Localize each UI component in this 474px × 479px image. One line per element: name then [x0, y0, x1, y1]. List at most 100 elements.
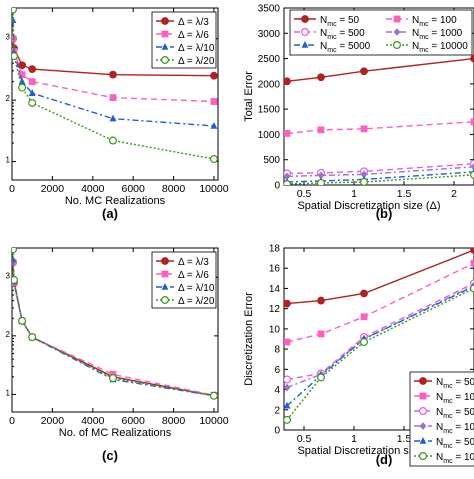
- series-6-point: [317, 373, 326, 382]
- y-tick-label: 1: [6, 156, 11, 165]
- series-1-point: [109, 70, 117, 79]
- y-tick-label: 18: [269, 244, 281, 255]
- y-tick-label: 14: [269, 284, 281, 295]
- series-4-point: [12, 52, 19, 61]
- series-4-point: [284, 383, 291, 392]
- series-line-3: [12, 20, 215, 127]
- y-tick-label: 2: [6, 330, 11, 339]
- series-1-point: [284, 77, 291, 86]
- y-tick-label: 3: [6, 33, 11, 42]
- series-4-point: [18, 316, 27, 325]
- series-4-point: [28, 98, 37, 107]
- x-tick-label: 0.5: [297, 188, 312, 200]
- series-2-point: [109, 94, 117, 102]
- series-3-point: [284, 375, 291, 384]
- x-tick-label: 4000: [81, 415, 105, 427]
- legend-entry: Δ = λ/3: [178, 257, 209, 268]
- x-axis-label: Spatial Discretization size (Δ): [297, 200, 440, 212]
- legend-marker: [161, 270, 169, 278]
- series-3-point: [18, 77, 26, 85]
- x-tick-label: 1.5: [397, 188, 412, 200]
- series-3-point: [109, 114, 117, 122]
- series-6-point: [360, 338, 369, 347]
- legend: Δ = λ/3 Δ = λ/6 Δ = λ/10 Δ = λ/20: [151, 251, 217, 309]
- series-4-point: [209, 391, 218, 400]
- y-tick-label: 0: [274, 181, 280, 192]
- series-4-point: [470, 162, 474, 171]
- legend-entry: Nmc = 50: [436, 377, 474, 390]
- y-tick-label: 2: [6, 94, 11, 103]
- series-2-point: [360, 313, 368, 321]
- x-tick-label: 0: [9, 415, 15, 427]
- x-tick-label: 6000: [121, 415, 145, 427]
- chart-panel-1: 0 2000 4000 6000 8000 10000 1 2 3 No. MC Realizat…: [6, 7, 229, 221]
- y-tick-label: 8: [274, 345, 280, 356]
- legend-marker: [393, 15, 401, 23]
- series-line-2: [286, 121, 474, 135]
- series-4-point: [284, 172, 291, 181]
- x-tick-label: 2000: [41, 415, 65, 427]
- y-tick-label: 3000: [258, 29, 281, 40]
- series-line-4: [286, 284, 474, 389]
- series-6-point: [470, 284, 474, 293]
- y-tick-label: 3500: [258, 4, 281, 15]
- y-tick-label: 10: [269, 324, 281, 335]
- panel-label: (d): [376, 452, 393, 467]
- series-4-point: [12, 275, 19, 284]
- legend-entry: Δ = λ/20: [178, 56, 215, 67]
- series-line-1: [286, 57, 474, 83]
- legend-marker: [161, 257, 169, 265]
- series-2-point: [28, 78, 36, 86]
- legend-entry: Δ = λ/6: [178, 30, 209, 41]
- y-tick-label: 0: [274, 426, 280, 437]
- legend-marker: [419, 407, 428, 416]
- x-tick-label: 0.5: [297, 433, 312, 445]
- series-line-4: [286, 166, 474, 178]
- x-tick-label: 1.5: [397, 433, 412, 445]
- legend-marker: [419, 437, 427, 444]
- axes-frame: [11, 247, 219, 413]
- series-2-point: [317, 126, 325, 134]
- series-line-1: [286, 249, 474, 305]
- panel-label: (b): [376, 206, 393, 221]
- x-axis-label: No. of MC Realizations: [59, 427, 172, 439]
- x-tick-label: 6000: [121, 183, 145, 195]
- y-tick-label: 2500: [258, 54, 281, 65]
- legend-marker: [419, 377, 427, 385]
- legend-entry: Nmc = 1000: [436, 422, 474, 435]
- series-1-point: [470, 248, 474, 254]
- panel-label: (a): [102, 206, 118, 221]
- series-4-point: [317, 171, 325, 180]
- legend-marker: [419, 452, 428, 461]
- chart-panel-2: 0.5 1 1.5 2 0 500 1000 1500 2000 2500 3000 3500 Spat…: [243, 4, 474, 221]
- panel-label: (c): [102, 448, 118, 463]
- series-4-point: [28, 333, 37, 342]
- series-4-point: [360, 170, 368, 179]
- legend-entry: Δ = λ/20: [178, 296, 215, 307]
- series-6-point: [360, 177, 368, 185]
- legend-entry: Nmc = 10000: [436, 452, 474, 465]
- legend-marker: [301, 28, 310, 37]
- series-3-point: [28, 89, 36, 96]
- y-tick-label: 2: [274, 405, 280, 416]
- series-1-point: [18, 61, 26, 70]
- legend-box: [409, 371, 474, 467]
- x-axis-label: Spatial Discretization size (Δ): [297, 445, 440, 457]
- legend-entry: Nmc = 1000: [412, 28, 463, 41]
- legend-marker: [301, 41, 309, 48]
- series-6-point: [284, 179, 291, 185]
- series-2-point: [317, 330, 325, 338]
- series-line-2: [286, 262, 474, 343]
- series-line-2: [12, 262, 215, 396]
- series-4-point: [108, 374, 117, 383]
- plot-area: [284, 248, 474, 424]
- axes-frame: [11, 7, 219, 181]
- legend: Δ = λ/3 Δ = λ/6 Δ = λ/10 Δ = λ/20: [151, 11, 217, 69]
- series-1-point: [28, 65, 37, 74]
- y-tick-label: 1000: [258, 130, 281, 141]
- y-axis-label: Discretization Error: [243, 292, 255, 386]
- legend-box: [289, 9, 473, 56]
- x-tick-label: 8000: [162, 183, 186, 195]
- legend-marker: [393, 40, 402, 49]
